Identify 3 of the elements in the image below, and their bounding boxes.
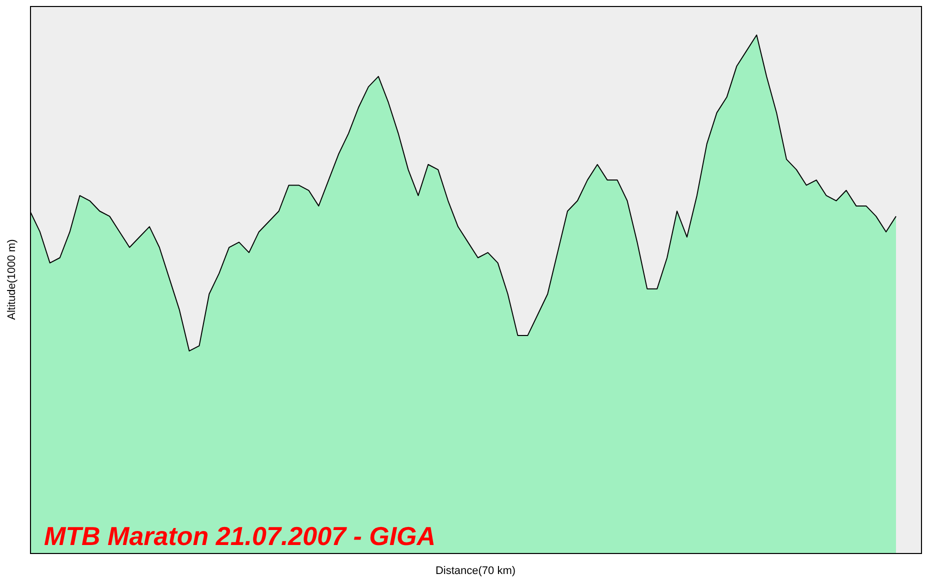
- annotation: MTB Maraton 21.07.2007 - GIGA: [44, 521, 436, 551]
- x-axis-title: Distance(70 km): [435, 565, 516, 578]
- y-axis-title: Altitude(1000 m): [6, 239, 18, 320]
